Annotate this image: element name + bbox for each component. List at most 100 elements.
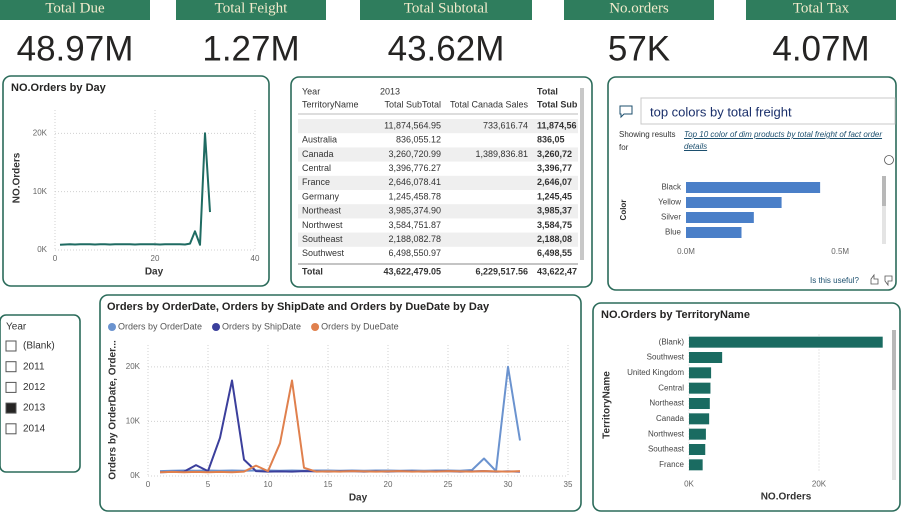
qa-icon bbox=[619, 105, 633, 119]
legend-label: Orders by DueDate bbox=[321, 321, 399, 331]
table-column-header: Total Sub bbox=[537, 99, 578, 109]
kpi-value: 48.97M bbox=[17, 29, 134, 68]
x-tick-label: 40 bbox=[251, 254, 260, 263]
slicer-checkbox[interactable] bbox=[5, 423, 17, 435]
table-cell: 43,622,479.05 bbox=[383, 266, 441, 276]
qa-query[interactable]: top colors by total freight bbox=[650, 104, 792, 119]
kpi-value: 4.07M bbox=[772, 29, 869, 68]
y-tick-label: Northwest bbox=[648, 429, 685, 438]
x-axis-label: Day bbox=[349, 493, 368, 504]
kpi-header bbox=[0, 0, 150, 20]
qa-showing: Showing results bbox=[619, 130, 675, 139]
table-row-band bbox=[298, 147, 578, 162]
table-cell: 733,616.74 bbox=[483, 120, 528, 130]
line-series bbox=[159, 379, 521, 474]
x-axis-label: Day bbox=[145, 267, 164, 278]
slicer-checkbox[interactable] bbox=[5, 381, 17, 393]
kpi-header bbox=[564, 0, 714, 20]
kpi-label: Total Tax bbox=[793, 0, 850, 16]
table-cell: 1,245,458.78 bbox=[388, 191, 441, 201]
table-cell: 836,05 bbox=[537, 135, 565, 145]
qa-interpretation[interactable]: Top 10 color of dim products by total fr… bbox=[684, 130, 883, 151]
y-tick-label: Silver bbox=[661, 213, 681, 222]
bar bbox=[689, 336, 883, 348]
table-cell: France bbox=[302, 177, 330, 187]
slicer-title: Year bbox=[6, 322, 27, 333]
table-cell: 1,245,45 bbox=[537, 191, 572, 201]
y-axis-label: Orders by OrderDate, Order... bbox=[108, 340, 119, 480]
table-cell: 3,396,77 bbox=[537, 163, 572, 173]
legend-swatch bbox=[311, 323, 320, 331]
table-row-band bbox=[298, 119, 578, 134]
kpi-label: Total Feight bbox=[215, 0, 289, 16]
table-cell: 2,188,082.78 bbox=[388, 234, 441, 244]
table-cell: Southeast bbox=[302, 234, 343, 244]
y-tick-label: Canada bbox=[656, 414, 685, 423]
table-cell: 6,498,55 bbox=[537, 248, 572, 258]
y-tick-label: Yellow bbox=[658, 198, 681, 207]
table-cell: 43,622,47 bbox=[537, 266, 577, 276]
bar bbox=[686, 212, 754, 223]
slicer-option[interactable]: 2013 bbox=[23, 403, 46, 414]
slicer-option[interactable]: 2011 bbox=[23, 361, 45, 372]
legend-label: Orders by OrderDate bbox=[118, 321, 202, 331]
panel-orders-by-day bbox=[2, 75, 270, 287]
table-cell: Central bbox=[302, 163, 331, 173]
x-tick-label: 35 bbox=[564, 480, 573, 489]
feedback-icons[interactable] bbox=[870, 273, 893, 287]
legend-swatch bbox=[108, 323, 116, 331]
y-tick-label: France bbox=[659, 460, 684, 469]
line-series bbox=[59, 132, 211, 246]
x-tick-label: 0 bbox=[146, 480, 151, 489]
table-cell: Germany bbox=[302, 191, 340, 201]
y-tick-label: Southwest bbox=[647, 353, 685, 362]
x-tick-label: 20K bbox=[812, 480, 827, 489]
bar bbox=[689, 428, 706, 440]
bar bbox=[686, 227, 742, 238]
bar bbox=[689, 444, 706, 455]
slicer-option[interactable]: (Blank) bbox=[23, 341, 55, 352]
x-tick-label: 15 bbox=[324, 480, 333, 489]
y-tick-label: 20K bbox=[33, 128, 48, 137]
qa-input[interactable] bbox=[640, 97, 896, 125]
x-tick-label: 0 bbox=[53, 254, 58, 263]
table-cell: Total bbox=[302, 266, 323, 276]
qa-showing: for bbox=[619, 143, 629, 152]
bar bbox=[689, 367, 712, 379]
table-cell: 3,260,72 bbox=[537, 149, 572, 159]
table-cell: 2,646,078.41 bbox=[388, 177, 441, 187]
slicer-option[interactable]: 2012 bbox=[23, 382, 46, 393]
x-tick-label: 5 bbox=[206, 480, 211, 489]
table-column-header: Total SubTotal bbox=[384, 99, 441, 109]
bar bbox=[689, 413, 710, 425]
chart-title: NO.Orders by Day bbox=[11, 82, 107, 94]
kpi-value: 57K bbox=[608, 29, 670, 68]
bar bbox=[689, 398, 710, 409]
table-column-header: Total Canada Sales bbox=[450, 99, 529, 109]
y-axis-label: Color bbox=[619, 200, 628, 221]
kpi-header bbox=[176, 0, 326, 20]
panel-slicer bbox=[0, 314, 81, 473]
slicer-checkbox[interactable] bbox=[5, 340, 17, 352]
x-tick-label: 25 bbox=[444, 480, 453, 489]
bar bbox=[686, 182, 821, 193]
x-tick-label: 0.5M bbox=[831, 247, 849, 256]
y-tick-label: 20K bbox=[126, 362, 141, 371]
x-tick-label: 20 bbox=[384, 480, 393, 489]
table-cell: Southwest bbox=[302, 248, 345, 258]
table-total-label: Total bbox=[537, 86, 558, 96]
table-year: 2013 bbox=[380, 86, 400, 96]
y-tick-label: Black bbox=[661, 183, 682, 192]
table-cell: 11,874,564.95 bbox=[384, 120, 441, 130]
slicer-checkbox[interactable] bbox=[5, 402, 17, 414]
table-cell: 6,229,517.56 bbox=[475, 266, 528, 276]
slicer-checkbox[interactable] bbox=[5, 361, 17, 373]
chart-title: NO.Orders by TerritoryName bbox=[601, 309, 750, 321]
y-axis-label: TerritoryName bbox=[602, 371, 613, 439]
kpi-label: No.orders bbox=[609, 0, 669, 16]
territory-scrollbar-track bbox=[892, 330, 896, 480]
info-icon[interactable] bbox=[884, 155, 894, 165]
slicer-option[interactable]: 2014 bbox=[23, 423, 46, 434]
table-cell: 836,055.12 bbox=[396, 135, 441, 145]
qa-feedback[interactable]: Is this useful? bbox=[810, 276, 859, 285]
